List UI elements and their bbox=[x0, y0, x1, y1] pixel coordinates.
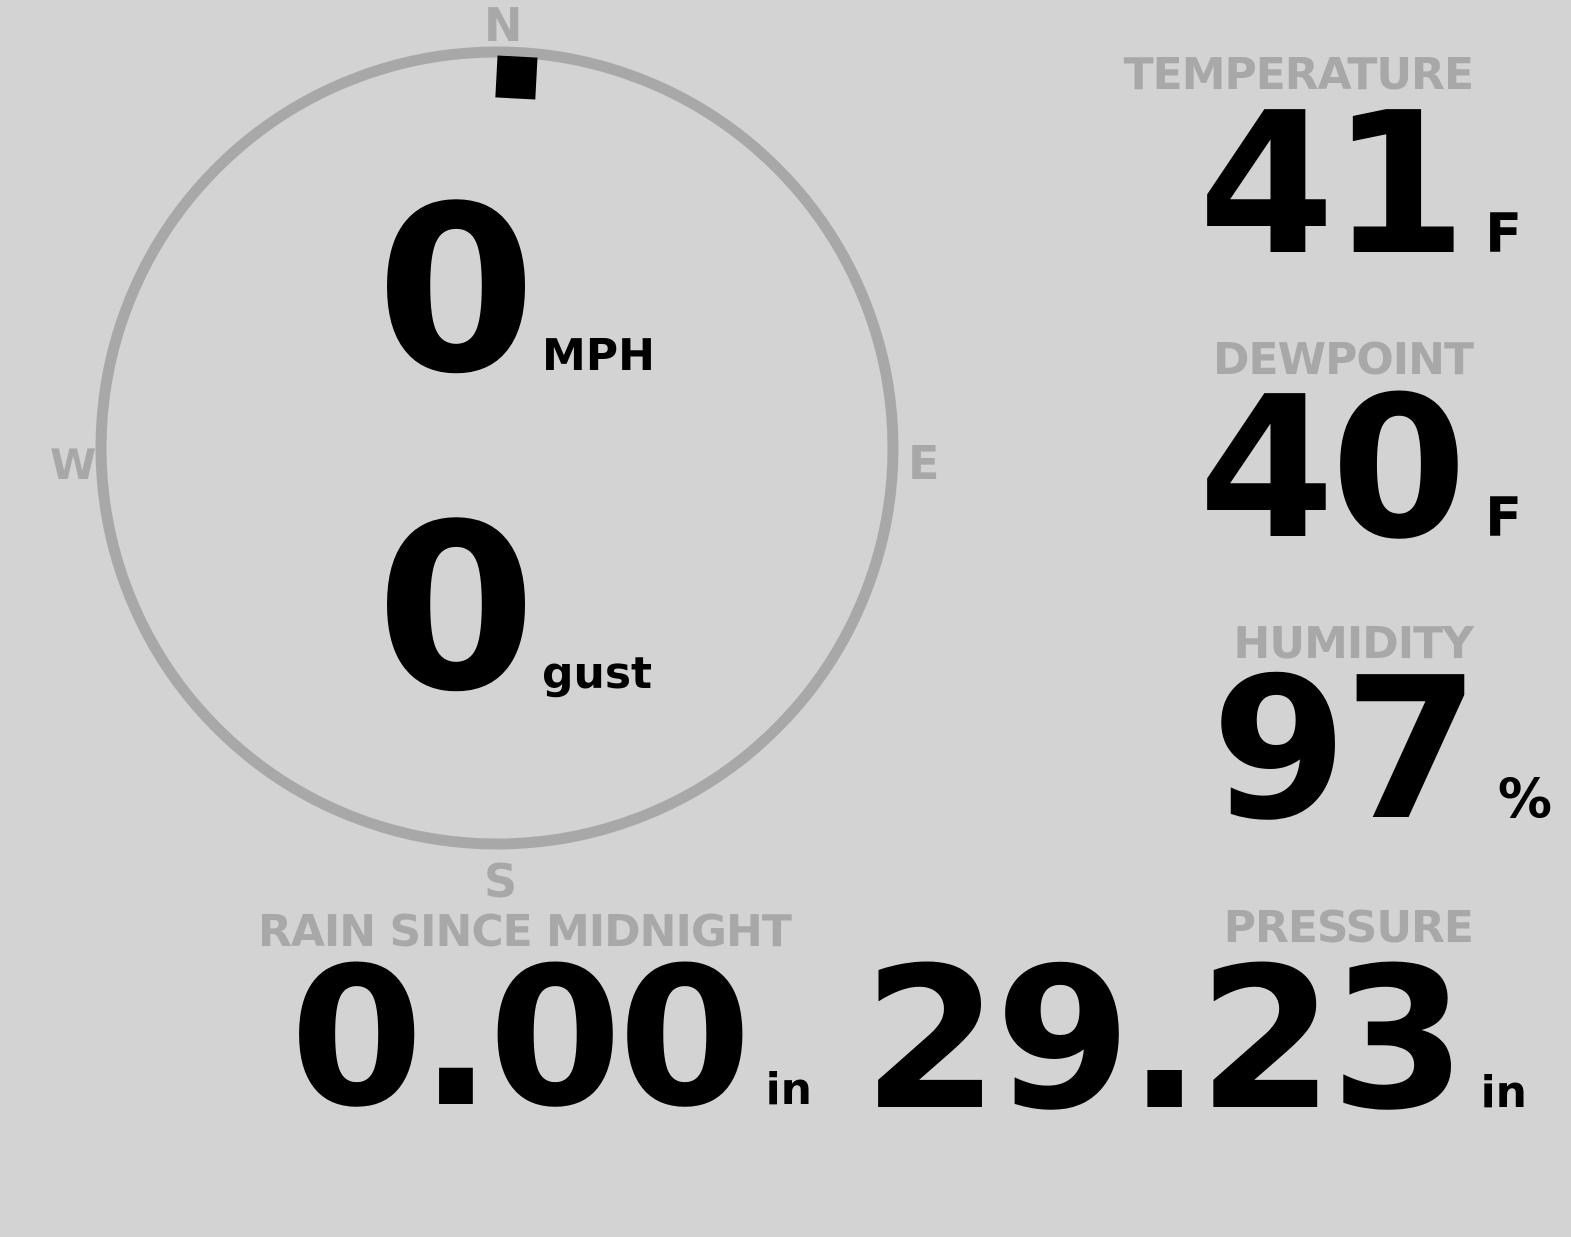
compass-ring bbox=[95, 46, 899, 850]
pressure-value: 29.23 bbox=[862, 926, 1467, 1154]
wind-gust-row: 0 gust bbox=[376, 476, 653, 743]
rain-value: 0.00 bbox=[289, 927, 752, 1150]
humidity-value: 97 bbox=[1211, 636, 1480, 864]
pressure-unit: in bbox=[1480, 1067, 1527, 1118]
temperature-row: 41 F bbox=[1198, 71, 1522, 299]
rain-row: 0.00 in bbox=[289, 927, 812, 1150]
compass-w: W bbox=[50, 440, 96, 489]
pressure-label: PRESSURE bbox=[1223, 902, 1474, 953]
humidity-row: 97 % bbox=[1211, 636, 1552, 864]
compass-n: N bbox=[484, 0, 522, 52]
rain-unit: in bbox=[765, 1064, 812, 1115]
temperature-value: 41 bbox=[1198, 71, 1467, 299]
wind-speed-row: 0 MPH bbox=[376, 158, 655, 425]
wind-direction-indicator bbox=[495, 55, 538, 100]
wind-speed-unit: MPH bbox=[542, 330, 655, 381]
compass-e: E bbox=[908, 436, 939, 490]
pressure-row: 29.23 in bbox=[862, 926, 1527, 1154]
rain-label: RAIN SINCE MIDNIGHT bbox=[258, 906, 792, 957]
wind-compass bbox=[95, 46, 899, 850]
wind-gust-unit: gust bbox=[542, 648, 653, 699]
temperature-label: TEMPERATURE bbox=[1123, 49, 1474, 100]
compass-s: S bbox=[484, 854, 517, 908]
dewpoint-value: 40 bbox=[1198, 355, 1467, 583]
wind-speed-value: 0 bbox=[376, 158, 536, 425]
wind-gust-value: 0 bbox=[376, 476, 536, 743]
temperature-unit: F bbox=[1485, 202, 1522, 265]
dewpoint-label: DEWPOINT bbox=[1213, 334, 1474, 385]
humidity-unit: % bbox=[1497, 767, 1552, 830]
humidity-label: HUMIDITY bbox=[1233, 618, 1474, 669]
dewpoint-unit: F bbox=[1485, 486, 1522, 549]
dewpoint-row: 40 F bbox=[1198, 355, 1522, 583]
